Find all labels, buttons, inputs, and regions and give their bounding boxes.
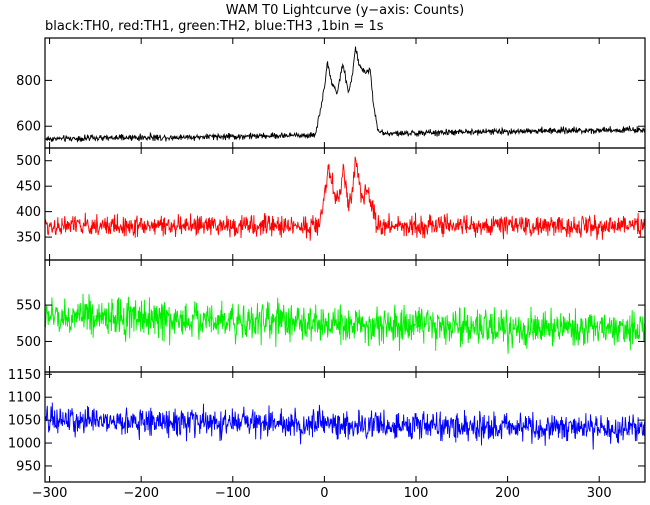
y-tick-label: 600: [16, 120, 41, 135]
series-line-th0: [44, 46, 646, 143]
series-line-th1: [44, 156, 646, 241]
y-tick-label: 450: [16, 180, 41, 195]
panel-th2: 500 550: [16, 259, 646, 373]
chart-title: WAM T0 Lightcurve (y−axis: Counts): [226, 3, 464, 18]
x-tick-label: 0: [320, 486, 328, 501]
y-tick-label: 500: [16, 335, 41, 350]
y-tick-label: 350: [16, 231, 41, 246]
y-tick-label: 1150: [8, 368, 41, 383]
y-tick-label: 550: [16, 299, 41, 314]
y-tick-label: 1100: [8, 391, 41, 406]
y-tick-label: 800: [16, 74, 41, 89]
y-tick-label: 400: [16, 205, 41, 220]
y-tick-label: 950: [16, 459, 41, 474]
panel-frame: [44, 147, 646, 261]
series-line-th2: [44, 293, 646, 354]
x-tick-label: 300: [587, 486, 612, 501]
chart-subtitle: black:TH0, red:TH1, green:TH2, blue:TH3 …: [45, 19, 384, 34]
panel-th1: 350 400 450 500: [16, 147, 646, 261]
y-tick-label: 1000: [8, 437, 41, 452]
x-tick-label: −200: [123, 486, 159, 501]
series-line-th3: [44, 402, 646, 450]
panel-frame: [44, 371, 646, 483]
x-tick-label: −100: [215, 486, 251, 501]
y-tick-label: 1050: [8, 414, 41, 429]
x-tick-label: −300: [32, 486, 68, 501]
panel-th0: 600 800: [16, 37, 646, 149]
y-tick-label: 500: [16, 154, 41, 169]
panel-th3: 950 1000 1050 1100 1150: [8, 368, 646, 483]
x-tick-label: 100: [404, 486, 429, 501]
x-tick-label: 200: [495, 486, 520, 501]
panels-group: 6008003504004505005005509501000105011001…: [8, 37, 646, 501]
